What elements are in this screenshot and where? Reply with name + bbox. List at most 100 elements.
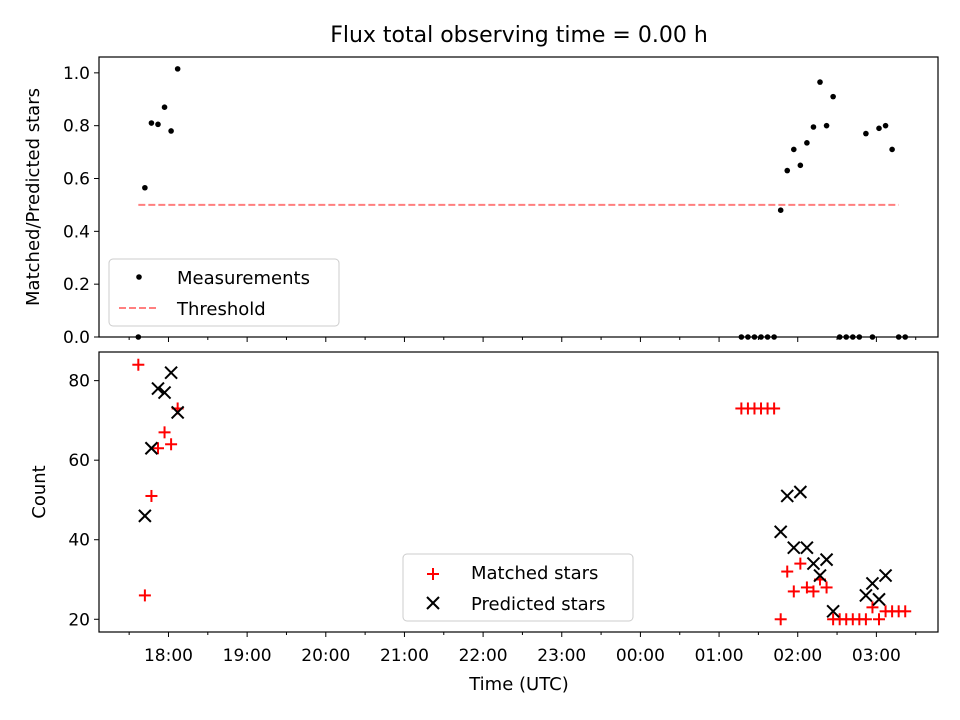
predicted-star-point-b bbox=[138, 509, 152, 523]
legend-predicted-label: Predicted stars bbox=[471, 594, 605, 615]
measurement-point bbox=[817, 79, 823, 85]
legend-matched-marker bbox=[427, 568, 439, 580]
legend-threshold-label: Threshold bbox=[176, 299, 266, 320]
top-axes-frame bbox=[98, 56, 939, 338]
predicted-star-point bbox=[151, 381, 165, 396]
matched-star-point bbox=[859, 613, 872, 626]
measurement-point bbox=[863, 130, 869, 137]
bottom-data-marks bbox=[132, 358, 912, 626]
top-panel: 0.0 0.2 0.4 0.6 0.8 1.0 Matched/Predicted sta… bbox=[23, 56, 939, 348]
x-tick-label: 21:00 bbox=[380, 646, 429, 666]
x-tick-label: 01:00 bbox=[695, 646, 744, 666]
predicted-star-point-b bbox=[164, 365, 178, 380]
matched-star-point bbox=[807, 585, 820, 598]
matched-star-point bbox=[866, 601, 879, 614]
predicted-star-point-b bbox=[878, 568, 893, 583]
measurement-point bbox=[777, 207, 784, 214]
matched-star-point bbox=[820, 581, 833, 594]
bottom-panel: 20 40 60 80 18:00 19:00 20:00 21:00 22:00 23:00 00… bbox=[29, 351, 939, 695]
top-ticks: 0.0 0.2 0.4 0.6 0.8 1.0 bbox=[63, 64, 917, 348]
predicted-star-point-b bbox=[813, 568, 827, 583]
bottom-ticks: 20 40 60 80 18:00 19:00 20:00 21:00 22:00 23:00 00… bbox=[68, 372, 917, 666]
legend-measurements-label: Measurements bbox=[177, 268, 310, 289]
predicted-star-point-b bbox=[826, 604, 840, 619]
measurement-point bbox=[889, 146, 895, 153]
matched-star-point bbox=[781, 565, 794, 578]
measurement-point bbox=[784, 167, 791, 174]
predicted-star-point bbox=[806, 556, 821, 571]
matched-star-point bbox=[794, 557, 807, 570]
predicted-star-point bbox=[157, 385, 172, 400]
measurement-point bbox=[882, 122, 889, 129]
predicted-star-point bbox=[872, 592, 886, 607]
predicted-star-point-b bbox=[151, 381, 165, 396]
predicted-star-point-b bbox=[780, 489, 794, 503]
predicted-star-point bbox=[144, 441, 159, 455]
x-tick-label: 20:00 bbox=[301, 646, 350, 666]
measurement-point bbox=[810, 124, 817, 130]
predicted-star-point bbox=[787, 540, 801, 555]
top-legend-box bbox=[108, 258, 340, 327]
top-y-tick-label: 0.4 bbox=[63, 222, 90, 242]
measurement-point bbox=[823, 122, 830, 129]
predicted-star-point-b bbox=[773, 525, 788, 539]
bottom-legend-box bbox=[402, 553, 634, 622]
x-tick-label: 03:00 bbox=[852, 646, 901, 666]
measurement-point bbox=[142, 184, 148, 191]
predicted-star-point bbox=[819, 552, 834, 567]
bottom-axes-frame bbox=[98, 351, 939, 633]
predicted-star-point bbox=[773, 525, 788, 539]
predicted-star-point bbox=[878, 568, 893, 583]
top-y-tick-label: 0.6 bbox=[63, 170, 90, 190]
measurement-point bbox=[155, 121, 161, 128]
x-tick-label: 00:00 bbox=[616, 646, 665, 666]
matched-star-point bbox=[774, 613, 787, 626]
matched-star-point bbox=[158, 426, 171, 439]
top-data-marks bbox=[135, 66, 909, 340]
matched-star-point bbox=[145, 489, 158, 502]
predicted-star-point-b bbox=[819, 552, 834, 567]
predicted-star-point bbox=[800, 540, 814, 555]
top-legend: Measurements Threshold bbox=[108, 258, 340, 327]
predicted-star-point bbox=[865, 576, 880, 591]
top-y-tick-label: 0.2 bbox=[63, 275, 90, 295]
predicted-star-point bbox=[793, 485, 808, 499]
bottom-y-tick-label: 60 bbox=[68, 451, 90, 471]
x-tick-label: 19:00 bbox=[223, 646, 272, 666]
predicted-star-point bbox=[780, 489, 794, 503]
predicted-star-point bbox=[826, 604, 840, 619]
measurement-point bbox=[876, 125, 882, 132]
legend-matched-label: Matched stars bbox=[471, 563, 598, 584]
measurement-point bbox=[148, 120, 155, 126]
bottom-y-axis-label: Count bbox=[29, 465, 50, 518]
bottom-y-tick-label: 40 bbox=[68, 531, 90, 551]
predicted-star-point-b bbox=[800, 540, 814, 555]
x-axis-label: Time (UTC) bbox=[468, 674, 569, 695]
predicted-star-point-b bbox=[859, 588, 873, 603]
matched-star-point bbox=[138, 589, 151, 602]
measurement-point bbox=[168, 128, 174, 134]
predicted-star-point-b bbox=[787, 540, 801, 555]
predicted-star-point bbox=[859, 588, 873, 603]
matched-star-point bbox=[151, 442, 164, 455]
x-tick-label: 18:00 bbox=[144, 646, 193, 666]
measurement-point bbox=[174, 66, 181, 72]
matched-star-point bbox=[899, 605, 912, 618]
measurement-point bbox=[161, 104, 168, 110]
chart-title: Flux total observing time = 0.00 h bbox=[330, 23, 708, 48]
x-tick-label: 02:00 bbox=[773, 646, 822, 666]
x-tick-label: 22:00 bbox=[459, 646, 508, 666]
matched-star-point bbox=[873, 613, 886, 626]
predicted-star-point-b bbox=[157, 385, 172, 400]
predicted-star-point-b bbox=[872, 592, 886, 607]
top-y-tick-label: 1.0 bbox=[63, 64, 90, 84]
predicted-star-point bbox=[138, 509, 152, 523]
predicted-star-point-b bbox=[865, 576, 880, 591]
predicted-star-point bbox=[813, 568, 827, 583]
measurement-point bbox=[790, 146, 797, 153]
top-y-tick-label: 0.0 bbox=[63, 328, 90, 348]
matched-star-point bbox=[787, 585, 800, 598]
top-y-axis-label: Matched/Predicted stars bbox=[23, 88, 44, 306]
legend-measurements-marker bbox=[136, 274, 142, 280]
